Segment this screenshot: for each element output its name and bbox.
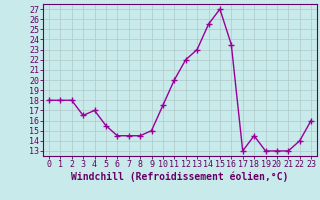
X-axis label: Windchill (Refroidissement éolien,°C): Windchill (Refroidissement éolien,°C) [71,172,289,182]
